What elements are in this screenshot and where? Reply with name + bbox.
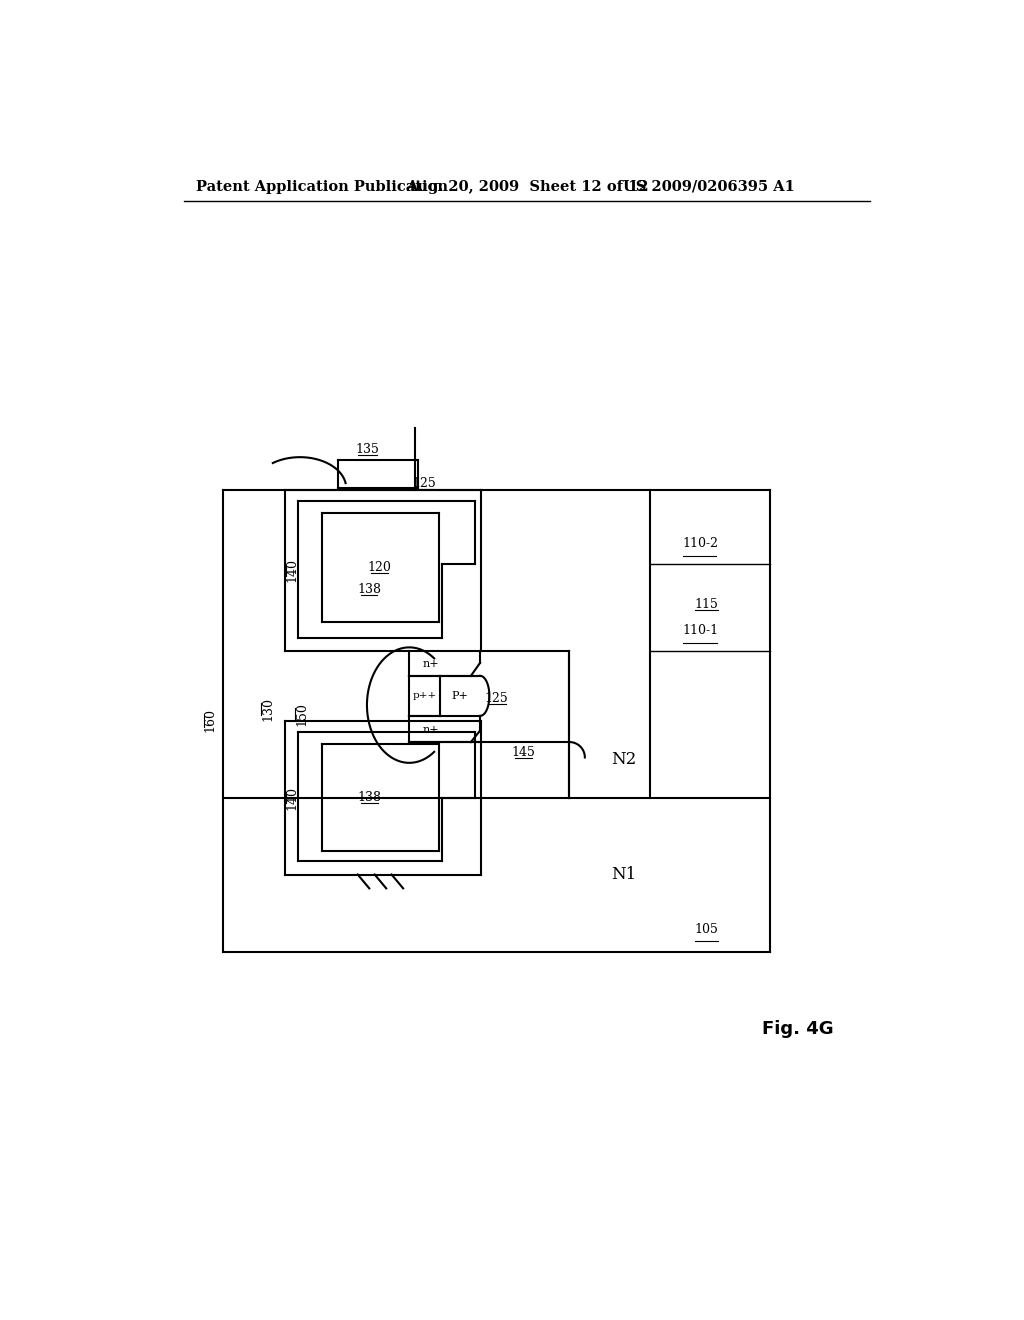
Text: 140: 140: [285, 558, 298, 582]
Text: N2: N2: [610, 751, 636, 767]
Text: Aug. 20, 2009  Sheet 12 of 12: Aug. 20, 2009 Sheet 12 of 12: [407, 180, 649, 194]
Text: n+: n+: [423, 725, 439, 735]
Text: p++: p++: [413, 692, 437, 701]
Text: 115: 115: [694, 598, 719, 611]
Text: Patent Application Publication: Patent Application Publication: [196, 180, 449, 194]
Text: n+: n+: [423, 659, 439, 668]
Text: 125: 125: [484, 693, 508, 705]
Text: 135: 135: [355, 444, 380, 455]
Text: 150: 150: [295, 702, 308, 726]
Text: N1: N1: [610, 866, 636, 883]
Text: 125: 125: [412, 477, 436, 490]
Text: P+: P+: [452, 690, 469, 701]
Text: 140: 140: [285, 785, 298, 809]
Text: Fig. 4G: Fig. 4G: [762, 1019, 834, 1038]
Text: 110-1: 110-1: [682, 624, 719, 638]
Text: 160: 160: [204, 709, 216, 733]
Text: 145: 145: [511, 746, 536, 759]
Text: 130: 130: [261, 697, 274, 721]
Text: 138: 138: [357, 583, 381, 597]
Text: 110-2: 110-2: [682, 537, 719, 550]
Text: 105: 105: [694, 923, 719, 936]
Text: 120: 120: [368, 561, 391, 574]
Text: US 2009/0206395 A1: US 2009/0206395 A1: [624, 180, 796, 194]
Text: 138: 138: [357, 791, 381, 804]
